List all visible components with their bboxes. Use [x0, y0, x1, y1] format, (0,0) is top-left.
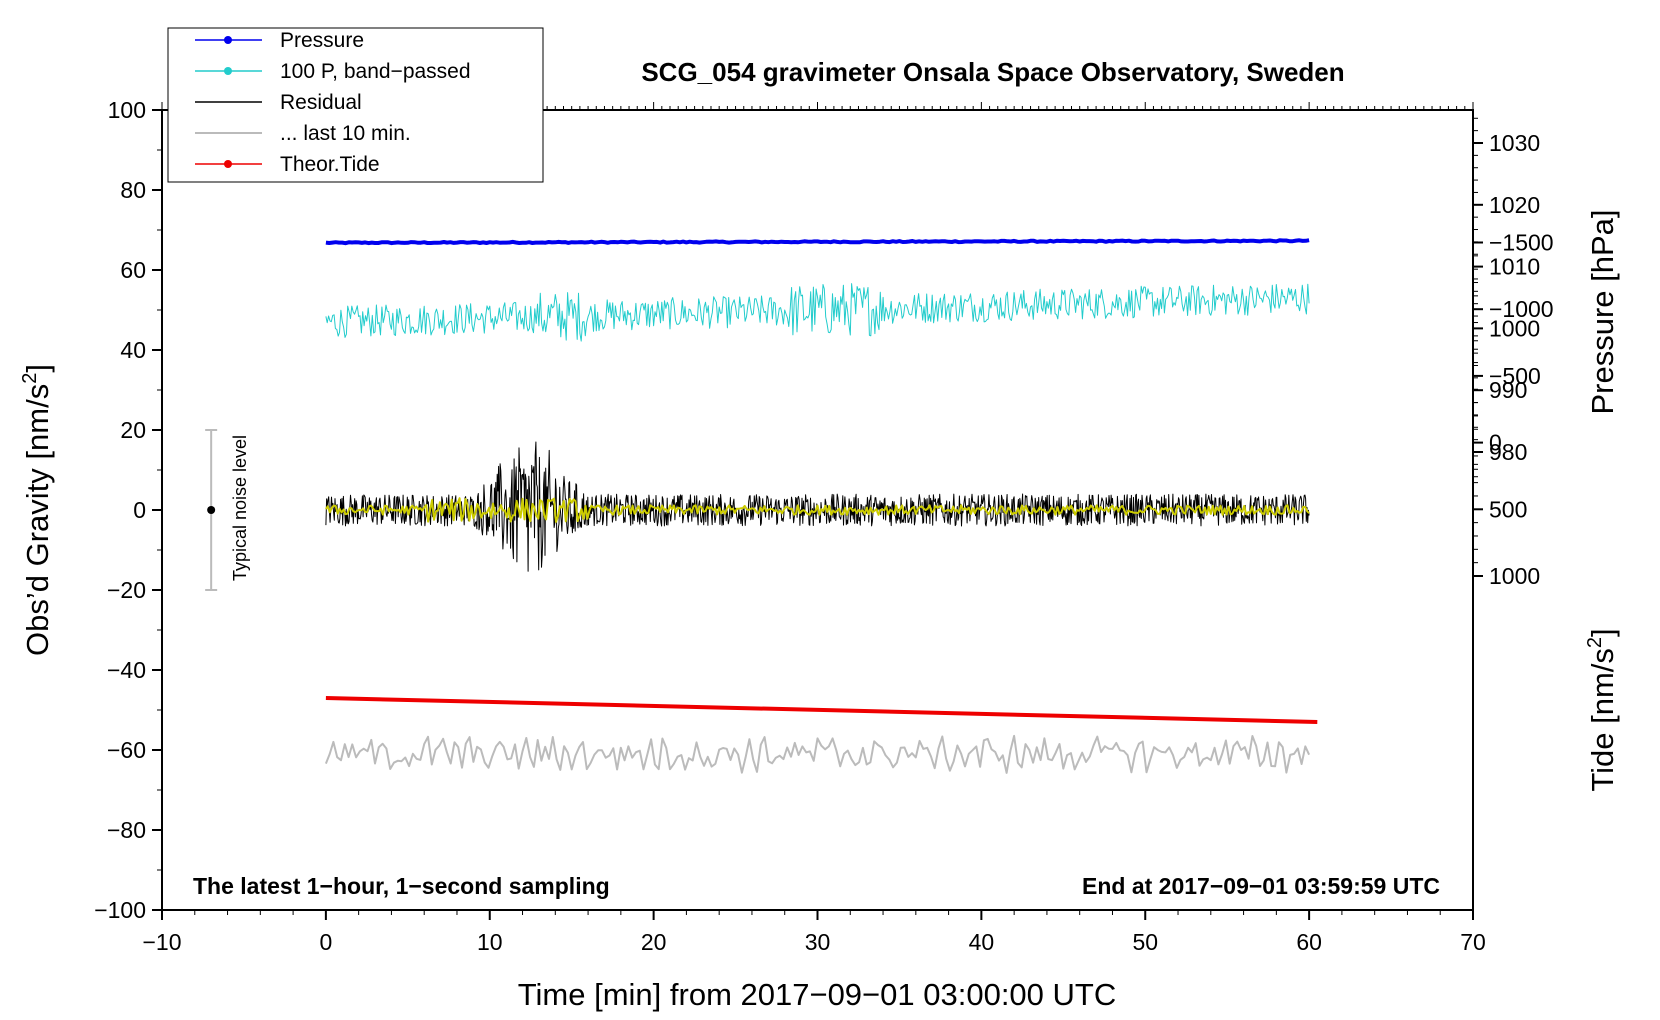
pressure-axis-ticks: 980 990 1000 1010 1020 1030: [1473, 117, 1540, 478]
typical-noise-bar: [205, 429, 218, 591]
x-tick-label: 20: [641, 929, 667, 955]
x-tick-label: 10: [477, 929, 503, 955]
pressure-tick-label: 1020: [1489, 192, 1540, 218]
tide-axis-ticks: −1500 −1000 −500 0 500 1000: [1473, 230, 1554, 589]
x-tick-label: 70: [1460, 929, 1486, 955]
y-axis-ticks: −100 −80 −60 −40 −20 0 20 40 60 80 100: [94, 97, 162, 923]
legend-label: Pressure: [280, 29, 364, 52]
legend-marker: [224, 160, 232, 168]
pressure-tick-label: 990: [1489, 377, 1527, 403]
legend-marker: [224, 67, 232, 75]
y-tick-label: −40: [107, 657, 146, 683]
x-tick-label: 0: [319, 929, 332, 955]
x-tick-label: 50: [1132, 929, 1158, 955]
y-axis-label-main: Obs’d Gravity [nm/s: [20, 384, 55, 656]
pressure-tick-label: 1030: [1489, 130, 1540, 156]
legend-label: 100 P, band−passed: [280, 60, 471, 83]
pressure-tick-label: 1000: [1489, 315, 1540, 341]
pressure-tick-label: 1010: [1489, 254, 1540, 280]
x-axis-label: Time [min] from 2017−09−01 03:00:00 UTC: [518, 977, 1117, 1012]
tide-tick-label: 0: [1489, 430, 1502, 456]
chart-title: SCG_054 gravimeter Onsala Space Observat…: [641, 57, 1344, 87]
tide-series: [325, 696, 1318, 724]
series-layer: [324, 238, 1318, 774]
annotation-right: End at 2017−09−01 03:59:59 UTC: [1082, 873, 1440, 899]
legend-label: Theor.Tide: [280, 153, 380, 176]
tide-axis-label-main: Tide [nm/s: [1585, 648, 1620, 792]
y-axis-label-sup: 2: [19, 373, 41, 384]
tide-axis-label: Tide [nm/s2]: [1584, 628, 1620, 791]
legend-label: ... last 10 min.: [280, 122, 411, 145]
legend-box: [167, 27, 544, 183]
y-axis-label-end: ]: [20, 364, 55, 373]
y-tick-label: 20: [120, 417, 146, 443]
y-tick-label: −80: [107, 817, 146, 843]
y-tick-label: 80: [120, 177, 146, 203]
pressure-series: [325, 238, 1310, 246]
tide-tick-label: −1500: [1489, 230, 1554, 256]
x-tick-label: 30: [805, 929, 831, 955]
pressure-tick-label: 980: [1489, 439, 1527, 465]
y-tick-label: −100: [94, 897, 146, 923]
tide-tick-label: 500: [1489, 496, 1527, 522]
y-tick-label: 40: [120, 337, 146, 363]
residual-smoothed-series: [325, 497, 1310, 523]
tide-tick-label: −1000: [1489, 296, 1554, 322]
y-tick-label: 60: [120, 257, 146, 283]
y-axis-label: Obs’d Gravity [nm/s2]: [19, 364, 55, 656]
tide-tick-label: −500: [1489, 363, 1541, 389]
x-axis-ticks: −10 0 10 20 30 40 50 60 70: [142, 910, 1486, 955]
y-tick-label: 0: [133, 497, 146, 523]
band-passed-series: [325, 283, 1310, 342]
legend-label: Residual: [280, 91, 362, 114]
y-tick-label: 100: [108, 97, 146, 123]
noise-bar-center: [207, 506, 216, 514]
x-tick-label: 40: [969, 929, 995, 955]
last-10-min-series: [324, 734, 1311, 774]
x-tick-label: 60: [1296, 929, 1322, 955]
y-tick-label: −20: [107, 577, 146, 603]
x-tick-label: −10: [142, 929, 181, 955]
noise-label: Typical noise level: [230, 435, 250, 581]
tide-tick-label: 1000: [1489, 563, 1540, 589]
tide-axis-label-end: ]: [1585, 628, 1620, 637]
legend: Pressure 100 P, band−passed Residual ... la…: [167, 27, 544, 183]
annotation-left: The latest 1−hour, 1−second sampling: [193, 873, 610, 899]
legend-marker: [224, 36, 232, 44]
tide-axis-label-sup: 2: [1584, 637, 1606, 648]
pressure-axis-label: Pressure [hPa]: [1585, 209, 1620, 414]
y-tick-label: −60: [107, 737, 146, 763]
